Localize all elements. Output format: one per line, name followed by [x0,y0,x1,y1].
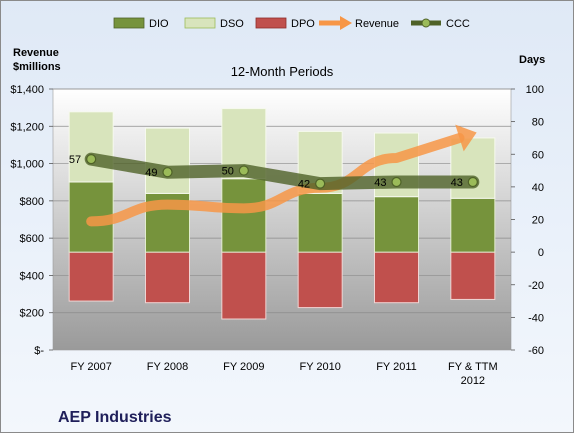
ccc-data-label: 50 [222,166,234,178]
left-tick-label: $200 [20,308,44,320]
revenue-line [86,132,465,227]
left-tick-label: $1,200 [10,121,44,133]
right-tick-label: 0 [538,247,544,259]
bar-dpo [450,251,496,300]
ccc-data-label: 57 [69,154,81,166]
bar-dio [450,197,496,253]
right-tick-label: 20 [532,215,544,227]
x-tick-label: 2012 [461,375,485,387]
left-tick-label: $800 [20,196,44,208]
legend-swatch-ccc [411,18,441,28]
bar-dio [297,192,343,253]
ccc-line [84,152,480,191]
legend-swatch-dio [113,17,145,29]
right-tick-label: 80 [532,117,544,129]
x-tick-label: FY 2011 [376,361,417,373]
right-tick-label: 100 [526,84,544,96]
bar-dpo [374,251,419,304]
ccc-data-label: 43 [451,177,463,189]
plot-area [52,88,512,351]
ccc-point [315,178,326,189]
right-axis-title: Days [519,54,545,66]
legend-label-dpo: DPO [291,18,315,30]
left-axis-title-line2: $millions [13,61,61,73]
bar-dso [450,137,496,199]
x-tick-label: FY 2007 [70,361,111,373]
legend-swatch-dpo [255,17,287,29]
legend-label-dso: DSO [220,18,244,30]
ccc-point [162,167,173,178]
left-tick-label: $400 [20,270,44,282]
ccc-data-label: 42 [298,179,310,191]
bar-series [68,108,496,320]
legend-swatch-dso [184,17,216,29]
right-axis: -60 -40 -20 0 20 40 60 80 100 [511,84,544,357]
chart-title: 12-Month Periods [231,64,334,79]
revenue-arrowhead [455,124,477,152]
left-axis: $- $200 $400 $600 $800 $1,000 $1,200 $1,400 [10,84,53,357]
ccc-series: 57 49 50 42 43 43 [69,152,480,191]
legend: DIO DSO DPO Revenue CCC [113,16,470,30]
legend-label-ccc: CCC [446,18,470,30]
ccc-data-label: 49 [145,167,157,179]
company-name: AEP Industries [58,409,172,426]
bar-dio [221,178,267,253]
x-tick-label: FY 2008 [147,361,188,373]
bar-dpo [297,251,343,309]
left-tick-label: $1,400 [10,84,44,96]
left-tick-label: $- [34,345,44,357]
legend-label-revenue: Revenue [355,18,399,30]
ccc-data-label: 43 [374,177,386,189]
bar-dpo [68,251,114,302]
x-tick-label: FY & TTM [448,361,498,373]
right-tick-label: -40 [528,312,544,324]
x-tick-label: FY 2010 [299,361,340,373]
revenue-series [86,124,477,227]
right-tick-label: 60 [532,149,544,161]
right-tick-label: 40 [532,182,544,194]
right-tick-label: -20 [528,280,544,292]
ccc-point [391,176,402,188]
x-tick-label: FY 2009 [223,361,264,373]
bar-dso [68,111,114,183]
left-axis-title-line1: Revenue [13,47,59,59]
legend-swatch-revenue [319,16,352,30]
bar-dio [374,196,419,253]
bar-dpo [145,251,190,304]
ccc-point [86,154,97,165]
bar-dpo [221,251,267,320]
left-tick-label: $1,000 [10,159,44,171]
right-tick-label: -60 [528,345,544,357]
left-tick-label: $600 [20,233,44,245]
x-axis: FY 2007 FY 2008 FY 2009 FY 2010 FY 2011 FY & … [70,361,497,387]
bar-dso [145,127,190,194]
ccc-point [238,165,249,176]
legend-label-dio: DIO [149,18,169,30]
ccc-point [467,176,478,188]
